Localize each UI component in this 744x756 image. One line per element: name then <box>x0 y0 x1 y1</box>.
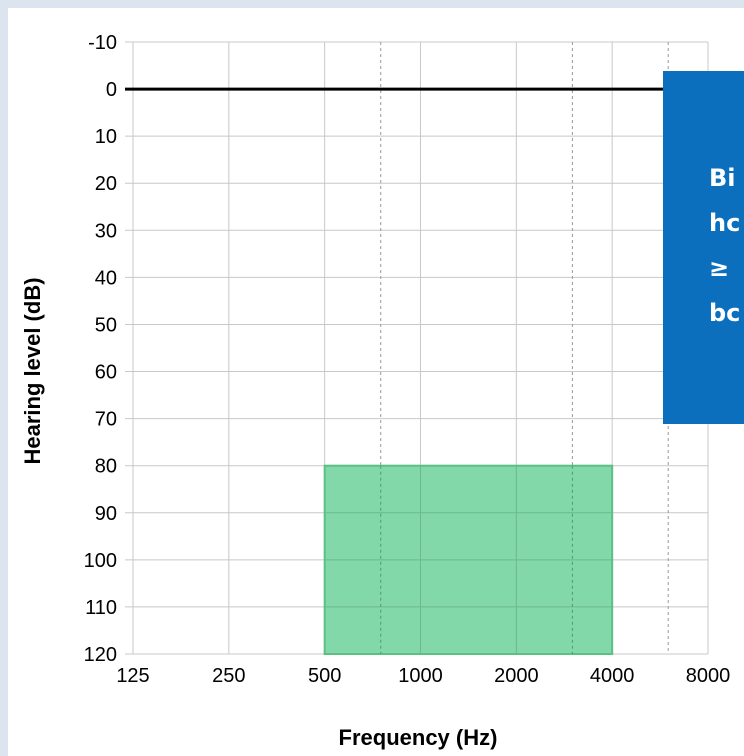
y-tick-label: 50 <box>95 314 117 336</box>
callout-line-1: Bi <box>709 164 736 192</box>
x-tick-labels: 125 250 500 1000 2000 4000 8000 <box>116 665 730 687</box>
callout-line-4: bc <box>709 299 741 327</box>
x-tick-label: 2000 <box>494 665 539 687</box>
y-tick-labels: -10 0 10 20 30 40 50 60 70 80 90 100 110 120 <box>84 32 117 666</box>
x-tick-label: 8000 <box>686 665 731 687</box>
y-tick-label: 80 <box>95 456 117 478</box>
y-tick-label: 90 <box>95 503 117 525</box>
y-tick-label: 30 <box>95 220 117 242</box>
x-axis-title: Frequency (Hz) <box>339 725 498 750</box>
y-axis-title: Hearing level (dB) <box>20 277 45 464</box>
x-tick-label: 500 <box>308 665 341 687</box>
y-tick-label: 0 <box>106 79 117 101</box>
x-tick-label: 4000 <box>590 665 635 687</box>
y-tick-label: 110 <box>85 597 117 619</box>
callout-line-2: hc <box>709 209 741 237</box>
x-tick-label: 1000 <box>398 665 443 687</box>
callout-line-3: ≥ <box>709 254 730 282</box>
y-tick-label: 40 <box>95 267 117 289</box>
y-tick-label: 20 <box>95 173 117 195</box>
shaded-region-layer <box>323 464 614 656</box>
y-tick-label: 60 <box>95 362 117 384</box>
y-tick-label: 100 <box>84 550 117 572</box>
y-tick-label: 70 <box>95 409 117 431</box>
y-tick-label: -10 <box>88 32 117 54</box>
y-tick-label: 10 <box>95 126 117 148</box>
callout-box: Bi hc ≥ bc <box>663 71 744 424</box>
x-tick-label: 250 <box>212 665 245 687</box>
x-tick-label: 125 <box>116 665 149 687</box>
y-tick-label: 120 <box>84 644 117 666</box>
